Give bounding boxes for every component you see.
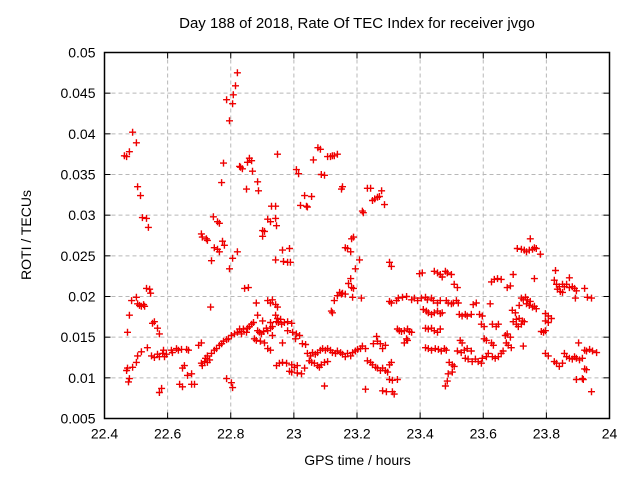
y-tick-label: 0.035 bbox=[60, 167, 95, 183]
y-tick-label: 0.005 bbox=[60, 411, 95, 427]
tick-labels: 22.4 22.6 22.8 23 23.2 23.4 23.6 23.8 24 0.005 0.0… bbox=[60, 45, 617, 442]
y-tick-label: 0.025 bbox=[60, 248, 95, 264]
x-tick-label: 22.4 bbox=[91, 426, 118, 442]
y-tick-label: 0.05 bbox=[68, 45, 95, 61]
x-tick-label: 23.4 bbox=[407, 426, 434, 442]
x-tick-label: 23 bbox=[286, 426, 302, 442]
x-tick-label: 22.6 bbox=[154, 426, 181, 442]
y-tick-label: 0.02 bbox=[68, 289, 95, 305]
x-tick-label: 23.8 bbox=[533, 426, 560, 442]
y-tick-label: 0.04 bbox=[68, 126, 95, 142]
chart-title: Day 188 of 2018, Rate Of TEC Index for r… bbox=[179, 15, 535, 32]
y-tick-label: 0.03 bbox=[68, 207, 95, 223]
x-tick-label: 23.6 bbox=[470, 426, 497, 442]
y-tick-label: 0.01 bbox=[68, 370, 95, 386]
x-tick-label: 22.8 bbox=[217, 426, 244, 442]
y-tick-label: 0.015 bbox=[60, 329, 95, 345]
x-tick-label: 23.2 bbox=[343, 426, 370, 442]
x-axis-label: GPS time / hours bbox=[304, 452, 411, 468]
y-tick-label: 0.045 bbox=[60, 85, 95, 101]
grid-lines bbox=[104, 52, 610, 419]
scatter-points bbox=[120, 69, 601, 398]
plot-border bbox=[103, 51, 611, 420]
x-tick-label: 24 bbox=[602, 426, 618, 442]
